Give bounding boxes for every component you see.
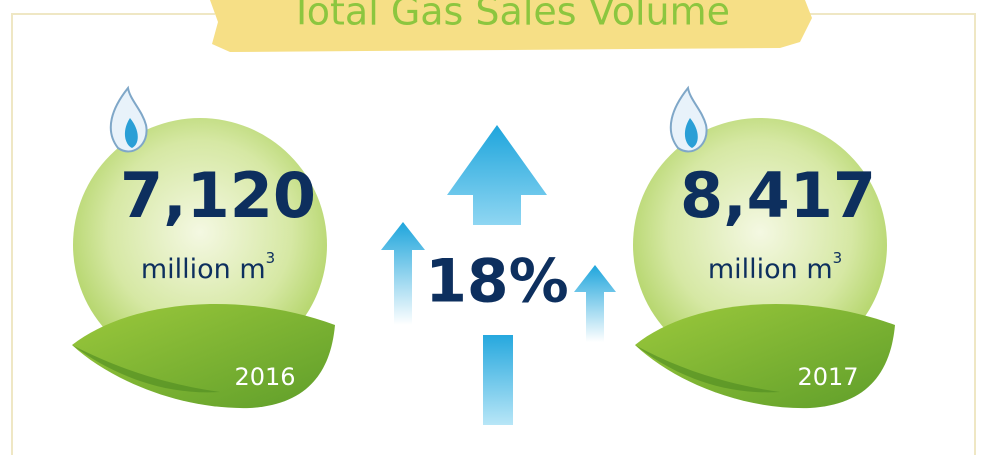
title: Total Gas Sales Volume bbox=[289, 0, 730, 34]
unit-exponent: 3 bbox=[266, 249, 276, 267]
item-2017: 8,417 million m3 2017 bbox=[633, 88, 895, 408]
arrow-small-left bbox=[381, 222, 425, 325]
change: 18% bbox=[425, 247, 569, 317]
unit-text: million m bbox=[708, 254, 833, 285]
year: 2016 bbox=[234, 363, 295, 391]
unit-exponent: 3 bbox=[833, 249, 843, 267]
unit: million m3 bbox=[708, 249, 842, 285]
infographic: Total Gas Sales Volume 7,120 million m3 … bbox=[0, 0, 985, 456]
unit-text: million m bbox=[141, 254, 266, 285]
unit: million m3 bbox=[141, 249, 275, 285]
arrow-shaft bbox=[483, 335, 513, 425]
item-2016: 7,120 million m3 2016 bbox=[72, 88, 335, 408]
arrow-small-right bbox=[574, 265, 616, 342]
arrow-large bbox=[447, 125, 547, 225]
value: 7,120 bbox=[120, 159, 316, 232]
page: Total Gas Sales Volume 7,120 million m3 … bbox=[0, 0, 985, 456]
value: 8,417 bbox=[680, 159, 876, 232]
year: 2017 bbox=[797, 363, 858, 391]
